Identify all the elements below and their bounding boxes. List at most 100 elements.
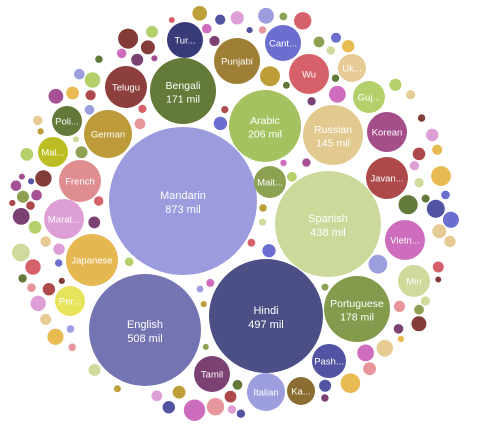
bubble[interactable]: Uk... [338, 54, 366, 82]
bubble-circle[interactable] [84, 110, 132, 158]
small-bubble [88, 216, 101, 229]
small-bubble [40, 236, 51, 247]
bubble-circle[interactable] [254, 166, 286, 198]
small-bubble [432, 144, 443, 155]
bubble-circle[interactable] [38, 137, 68, 167]
small-bubble [441, 190, 450, 200]
bubble-circle[interactable] [55, 286, 85, 316]
bubble-circle[interactable] [353, 81, 385, 113]
small-bubble [202, 343, 209, 350]
bubble-circle[interactable] [398, 265, 430, 297]
bubble[interactable]: Cant... [265, 25, 301, 61]
bubble[interactable]: Javan... [366, 157, 408, 199]
bubble[interactable]: Poli... [52, 106, 82, 136]
bubble-circle[interactable] [59, 160, 101, 202]
small-bubble [412, 147, 426, 161]
bubble-circle[interactable] [289, 54, 329, 94]
small-bubble [411, 316, 427, 332]
bubble-circle[interactable] [105, 66, 147, 108]
small-bubble [302, 158, 311, 167]
bubble[interactable]: Arabic 206 mil [229, 90, 301, 162]
bubble[interactable]: Hindi 497 mil [209, 259, 323, 373]
bubble[interactable]: Per... [55, 286, 85, 316]
bubble-circle[interactable] [324, 276, 390, 342]
small-bubble [168, 17, 175, 23]
bubble[interactable]: Marat... [44, 199, 84, 239]
bubble[interactable]: Telugu [105, 66, 147, 108]
small-bubble [230, 11, 244, 25]
small-bubble [259, 218, 267, 226]
bubble[interactable]: Pash... [312, 344, 346, 378]
bubble-circle[interactable] [109, 127, 257, 275]
bubble[interactable]: English 508 mil [89, 274, 201, 386]
small-bubble [37, 128, 44, 135]
small-bubble [27, 283, 36, 293]
small-bubble [131, 53, 144, 66]
bubble-name-label: English [127, 319, 163, 331]
bubble-circle[interactable] [89, 274, 201, 386]
bubble-circle[interactable] [229, 90, 301, 162]
small-bubble [432, 261, 444, 273]
bubble-circle[interactable] [385, 220, 425, 260]
bubble[interactable]: Min [398, 265, 430, 297]
bubble-circle[interactable] [194, 356, 230, 392]
bubble-circle[interactable] [214, 38, 260, 84]
small-bubble [397, 335, 405, 343]
bubble-circle[interactable] [312, 344, 346, 378]
bubble[interactable]: Mait... [254, 166, 286, 198]
bubble[interactable]: Mandarin 873 mil [109, 127, 257, 275]
bubble-circle[interactable] [52, 106, 82, 136]
bubble-circle[interactable] [367, 112, 407, 152]
bubble[interactable]: Vietn... [385, 220, 425, 260]
bubble[interactable]: German [84, 110, 132, 158]
bubble-circle[interactable] [150, 58, 216, 124]
bubble[interactable]: Bengali 171 mil [150, 58, 216, 124]
small-bubbles [9, 6, 459, 421]
bubble-name-label: Tamil [201, 369, 223, 380]
bubble[interactable]: French [59, 160, 101, 202]
small-bubble [393, 324, 404, 334]
small-bubble [258, 26, 267, 34]
bubble-circle[interactable] [66, 234, 118, 286]
small-bubble [25, 259, 41, 275]
bubble[interactable]: Italian [247, 373, 285, 411]
small-bubble [95, 55, 103, 63]
bubble-value-label: 873 mil [165, 204, 200, 216]
small-bubble [12, 243, 30, 262]
bubble[interactable]: Wu [289, 54, 329, 94]
small-bubble [31, 189, 42, 201]
bubble[interactable]: Tamil [194, 356, 230, 392]
small-bubble [409, 161, 420, 171]
bubble-circle[interactable] [338, 54, 366, 82]
bubble-circle[interactable] [275, 171, 381, 277]
bubble[interactable]: Russian 145 mil [303, 105, 363, 165]
small-bubble [421, 194, 430, 203]
bubble-circle[interactable] [167, 22, 203, 58]
bubble[interactable]: Mal... [38, 137, 68, 167]
bubble-circle[interactable] [247, 373, 285, 411]
bubble-circle[interactable] [287, 377, 315, 405]
small-bubble [28, 178, 35, 185]
bubble[interactable]: Japanese [66, 234, 118, 286]
small-bubble [40, 313, 52, 325]
small-bubble [442, 211, 459, 228]
bubble[interactable]: Ka... [287, 377, 315, 405]
bubble-circle[interactable] [209, 259, 323, 373]
small-bubble [376, 340, 394, 357]
bubble[interactable]: Korean [367, 112, 407, 152]
bubble[interactable]: Punjabi [214, 38, 260, 84]
bubble-circle[interactable] [366, 157, 408, 199]
bubble-circle[interactable] [303, 105, 363, 165]
bubble-name-label: Javan... [370, 173, 403, 184]
bubble[interactable]: Guj... [353, 81, 385, 113]
bubble-circle[interactable] [44, 199, 84, 239]
bubble[interactable]: Tur... [167, 22, 203, 58]
bubble-circle[interactable] [265, 25, 301, 61]
bubble[interactable]: Portuguese 178 mil [324, 276, 390, 342]
small-bubble [116, 48, 127, 59]
small-bubble [221, 106, 229, 114]
bubble[interactable]: Spanish 438 mil [275, 171, 381, 277]
bubble-name-label: Vietn... [390, 235, 419, 246]
small-bubble [55, 259, 63, 267]
